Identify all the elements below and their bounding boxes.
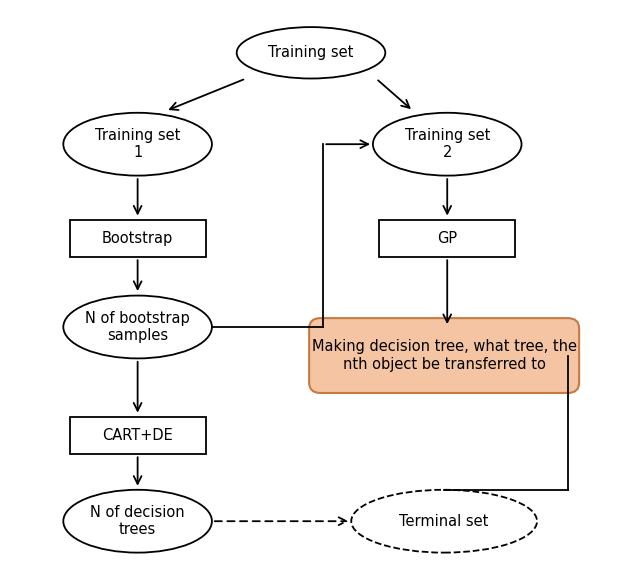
Text: Terminal set: Terminal set	[399, 514, 489, 529]
Text: Making decision tree, what tree, the
nth object be transferred to: Making decision tree, what tree, the nth…	[312, 339, 577, 372]
Text: Bootstrap: Bootstrap	[102, 231, 174, 246]
Ellipse shape	[237, 27, 385, 79]
Text: GP: GP	[437, 231, 457, 246]
FancyBboxPatch shape	[309, 318, 579, 393]
Text: CART+DE: CART+DE	[102, 428, 173, 443]
Ellipse shape	[373, 113, 521, 176]
Text: Training set: Training set	[268, 45, 354, 60]
Ellipse shape	[351, 490, 537, 553]
FancyBboxPatch shape	[70, 417, 206, 454]
Text: N of decision
trees: N of decision trees	[90, 505, 185, 537]
Text: Training set
1: Training set 1	[95, 128, 180, 160]
Ellipse shape	[63, 296, 212, 358]
Text: Training set
2: Training set 2	[404, 128, 490, 160]
Ellipse shape	[63, 490, 212, 553]
FancyBboxPatch shape	[70, 220, 206, 257]
Ellipse shape	[63, 113, 212, 176]
FancyBboxPatch shape	[379, 220, 516, 257]
Text: N of bootstrap
samples: N of bootstrap samples	[85, 311, 190, 343]
